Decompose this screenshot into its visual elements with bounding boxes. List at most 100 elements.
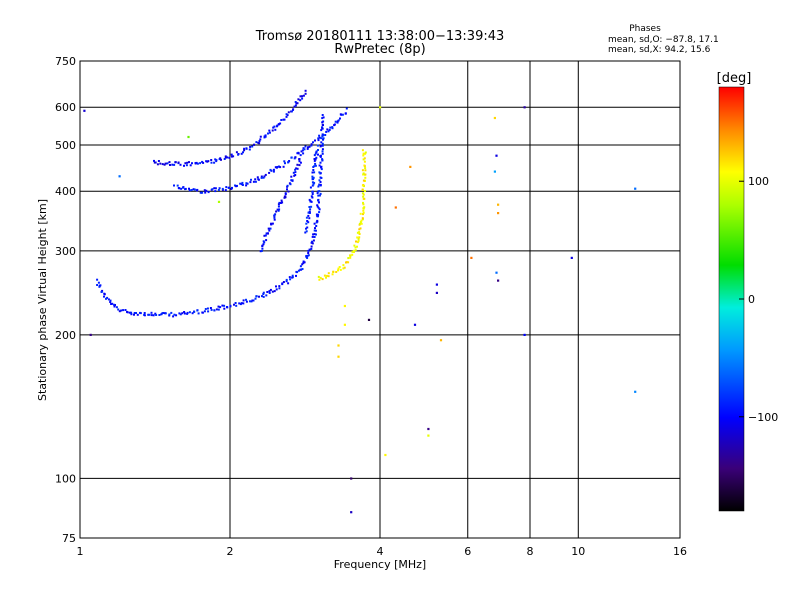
trace-point bbox=[358, 231, 361, 234]
trace-point bbox=[327, 130, 330, 133]
trace-point bbox=[171, 163, 174, 166]
trace-point bbox=[318, 164, 321, 167]
trace-point bbox=[302, 262, 305, 265]
trace-point bbox=[318, 211, 321, 214]
trace-point bbox=[313, 154, 316, 157]
trace-point bbox=[254, 178, 257, 181]
scatter-point bbox=[394, 206, 397, 209]
trace-point bbox=[133, 313, 135, 316]
y-tick-label: 200 bbox=[55, 329, 76, 342]
trace-point bbox=[263, 234, 266, 237]
trace-point bbox=[170, 311, 173, 314]
trace-points bbox=[96, 89, 367, 318]
trace-point bbox=[295, 167, 298, 170]
trace-point bbox=[265, 239, 268, 242]
trace-point bbox=[311, 171, 314, 174]
trace-point bbox=[284, 162, 286, 165]
stats-line-x: mean, sd,X: 94.2, 15.6 bbox=[608, 45, 711, 55]
trace-point bbox=[166, 162, 169, 165]
trace-point bbox=[272, 168, 275, 171]
trace-point bbox=[254, 180, 257, 183]
trace-point bbox=[321, 158, 324, 161]
trace-point bbox=[177, 161, 180, 164]
trace-point bbox=[357, 239, 360, 242]
trace-point bbox=[299, 161, 302, 164]
trace-point bbox=[316, 215, 319, 218]
trace-point bbox=[257, 178, 260, 181]
trace-point bbox=[333, 124, 336, 127]
trace-point bbox=[289, 278, 292, 281]
trace-point bbox=[173, 313, 176, 316]
scatter-point bbox=[493, 116, 496, 120]
scatter-point bbox=[435, 283, 438, 286]
trace-point bbox=[245, 147, 248, 150]
trace-point bbox=[224, 155, 227, 158]
trace-point bbox=[315, 156, 318, 159]
trace-point bbox=[290, 175, 293, 178]
trace-point bbox=[173, 163, 176, 166]
trace-point bbox=[214, 158, 217, 161]
scatter-point bbox=[337, 355, 340, 358]
trace-point bbox=[318, 171, 321, 174]
trace-point bbox=[184, 187, 187, 190]
trace-point bbox=[363, 160, 366, 163]
trace-point bbox=[319, 192, 322, 195]
colorbar-tick-label: −100 bbox=[748, 411, 778, 424]
trace-point bbox=[150, 311, 153, 314]
trace-point bbox=[318, 208, 321, 211]
scatter-point bbox=[83, 109, 86, 112]
trace-point bbox=[254, 297, 257, 300]
trace-point bbox=[235, 151, 238, 154]
trace-point bbox=[152, 314, 155, 317]
trace-point bbox=[331, 273, 334, 276]
trace-point bbox=[304, 145, 307, 148]
trace-point bbox=[311, 196, 314, 199]
trace-point bbox=[316, 192, 319, 195]
trace-point bbox=[275, 210, 278, 213]
trace-point bbox=[113, 303, 116, 306]
trace-point bbox=[238, 302, 241, 305]
trace-point bbox=[308, 198, 311, 201]
y-tick-label: 500 bbox=[55, 139, 76, 152]
trace-point bbox=[311, 193, 314, 195]
trace-point bbox=[322, 137, 325, 140]
scatter-point bbox=[384, 453, 387, 457]
trace-point bbox=[281, 283, 284, 286]
scatter-point bbox=[427, 434, 430, 437]
trace-point bbox=[286, 184, 289, 187]
trace-point bbox=[313, 165, 316, 168]
trace-point bbox=[291, 179, 294, 182]
trace-point bbox=[279, 122, 282, 125]
trace-point bbox=[265, 294, 268, 297]
trace-point bbox=[286, 188, 288, 191]
y-tick-label: 75 bbox=[62, 532, 76, 545]
trace-point bbox=[325, 276, 327, 279]
trace-point bbox=[206, 160, 209, 163]
trace-point bbox=[245, 184, 248, 187]
trace-point bbox=[307, 249, 310, 252]
trace-point bbox=[249, 145, 252, 148]
trace-point bbox=[314, 162, 317, 165]
trace-point bbox=[321, 150, 324, 153]
trace-point bbox=[321, 152, 324, 155]
trace-point bbox=[291, 276, 294, 279]
scatter-point bbox=[427, 427, 430, 431]
trace-point bbox=[305, 216, 308, 219]
trace-point bbox=[318, 278, 321, 281]
trace-point bbox=[310, 245, 313, 248]
trace-point bbox=[364, 152, 367, 155]
trace-point bbox=[258, 140, 261, 143]
trace-point bbox=[310, 247, 313, 250]
trace-point bbox=[359, 227, 362, 230]
trace-point bbox=[282, 281, 285, 283]
colorbar-unit-label: [deg] bbox=[717, 71, 752, 86]
trace-point bbox=[258, 142, 261, 145]
trace-point bbox=[180, 187, 183, 190]
trace-point bbox=[360, 219, 363, 222]
trace-point bbox=[96, 284, 99, 286]
trace-point bbox=[264, 134, 267, 137]
trace-point bbox=[159, 162, 162, 165]
trace-point bbox=[362, 193, 365, 196]
trace-point bbox=[305, 227, 307, 230]
trace-point bbox=[361, 184, 364, 187]
